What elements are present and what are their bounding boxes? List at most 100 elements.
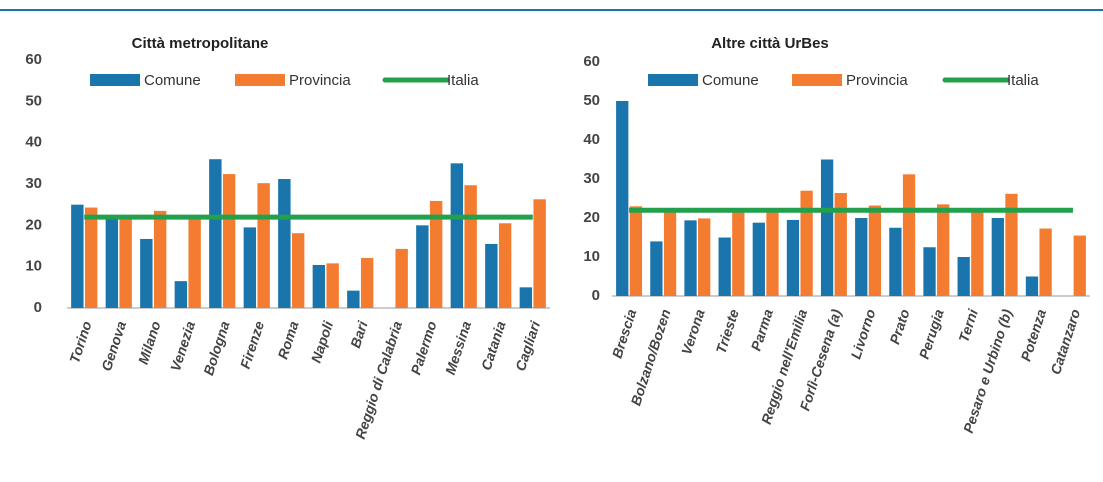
y-tick-label: 30: [583, 170, 600, 187]
x-tick-label: Trieste: [713, 307, 742, 356]
x-tick-label: Parma: [748, 307, 777, 353]
x-tick-label: Catania: [478, 319, 509, 372]
bar: [416, 225, 429, 308]
y-tick-label: 60: [25, 51, 42, 68]
x-tick-label: Catanzaro: [1047, 307, 1083, 377]
x-tick-label: Palermo: [407, 319, 439, 377]
x-tick-label: Bologna: [200, 319, 233, 377]
bar: [616, 101, 629, 296]
x-tick-label: Torino: [66, 319, 95, 365]
y-tick-label: 0: [592, 287, 600, 304]
bar: [464, 185, 477, 308]
bar: [889, 227, 902, 296]
bar: [243, 227, 257, 308]
x-tick-label: Brescia: [609, 307, 640, 360]
bar: [663, 210, 677, 296]
x-tick-label: Messina: [442, 319, 474, 377]
y-tick-label: 40: [583, 131, 600, 148]
bar: [153, 210, 167, 308]
y-tick-label: 30: [25, 175, 42, 192]
bar: [786, 219, 800, 296]
legend-label: Comune: [702, 72, 759, 89]
x-tick-label: Terni: [955, 306, 981, 344]
chart-title: Altre città UrBes: [711, 35, 829, 52]
bar: [533, 199, 546, 308]
bar: [485, 243, 498, 308]
x-tick-label: Cagliari: [512, 318, 543, 373]
x-tick-label: Perugia: [916, 307, 947, 361]
x-tick-label: Verona: [678, 307, 708, 357]
bar: [766, 210, 779, 296]
y-tick-label: 20: [25, 216, 42, 233]
x-tick-label: Venezia: [167, 319, 198, 373]
bar: [629, 206, 643, 296]
bar: [140, 238, 153, 308]
bar: [312, 265, 326, 308]
bar: [429, 200, 443, 308]
legend-label: Italia: [447, 72, 479, 89]
y-tick-label: 40: [25, 134, 42, 151]
legend-label: Provincia: [289, 72, 351, 89]
bar: [752, 222, 765, 296]
legend-swatch: [90, 74, 140, 86]
chart-title: Città metropolitane: [132, 35, 269, 52]
x-tick-label: Genova: [98, 319, 129, 373]
bar: [519, 287, 533, 308]
bar: [902, 174, 916, 296]
bar: [971, 210, 984, 296]
x-tick-label: Roma: [274, 319, 301, 361]
legend-label: Italia: [1007, 72, 1039, 89]
bar: [291, 233, 305, 308]
legend-label: Comune: [144, 72, 201, 89]
bar: [105, 217, 119, 308]
bar: [937, 204, 950, 296]
bar: [119, 219, 132, 308]
bar: [395, 248, 408, 308]
bar: [991, 218, 1004, 296]
bar: [450, 163, 464, 308]
bar: [209, 159, 222, 308]
legend-swatch: [792, 74, 842, 86]
y-tick-label: 10: [25, 258, 42, 275]
bar: [174, 281, 188, 308]
x-tick-label: Bari: [347, 318, 371, 350]
bar: [326, 263, 339, 308]
y-tick-label: 10: [583, 248, 600, 265]
bar: [650, 241, 663, 296]
bar: [684, 220, 697, 296]
bar: [820, 159, 834, 296]
bar: [360, 257, 374, 308]
y-tick-label: 50: [25, 92, 42, 109]
bar: [923, 247, 936, 296]
bar: [1005, 193, 1018, 296]
bar: [222, 174, 236, 308]
x-tick-label: Potenza: [1017, 307, 1049, 363]
bar: [347, 290, 360, 308]
y-tick-label: 60: [583, 53, 600, 70]
bar: [834, 193, 847, 296]
bar: [868, 205, 882, 296]
x-tick-label: Prato: [886, 307, 912, 346]
bar: [800, 190, 813, 296]
x-tick-label: Livorno: [847, 307, 878, 361]
bar: [1039, 228, 1052, 296]
bar: [732, 210, 745, 296]
x-tick-label: Milano: [135, 319, 164, 367]
y-tick-label: 20: [583, 209, 600, 226]
y-tick-label: 0: [34, 299, 42, 316]
bar: [698, 218, 711, 296]
bar: [718, 237, 731, 296]
y-tick-label: 50: [583, 92, 600, 109]
bar: [71, 204, 84, 308]
bar: [278, 179, 291, 308]
legend-swatch: [648, 74, 698, 86]
bar: [957, 257, 970, 296]
x-tick-label: Firenze: [237, 319, 267, 371]
bar: [84, 207, 98, 308]
bar: [188, 219, 201, 308]
legend-swatch: [235, 74, 285, 86]
x-tick-label: Napoli: [308, 318, 337, 365]
bar: [1073, 235, 1086, 296]
legend-label: Provincia: [846, 72, 908, 89]
